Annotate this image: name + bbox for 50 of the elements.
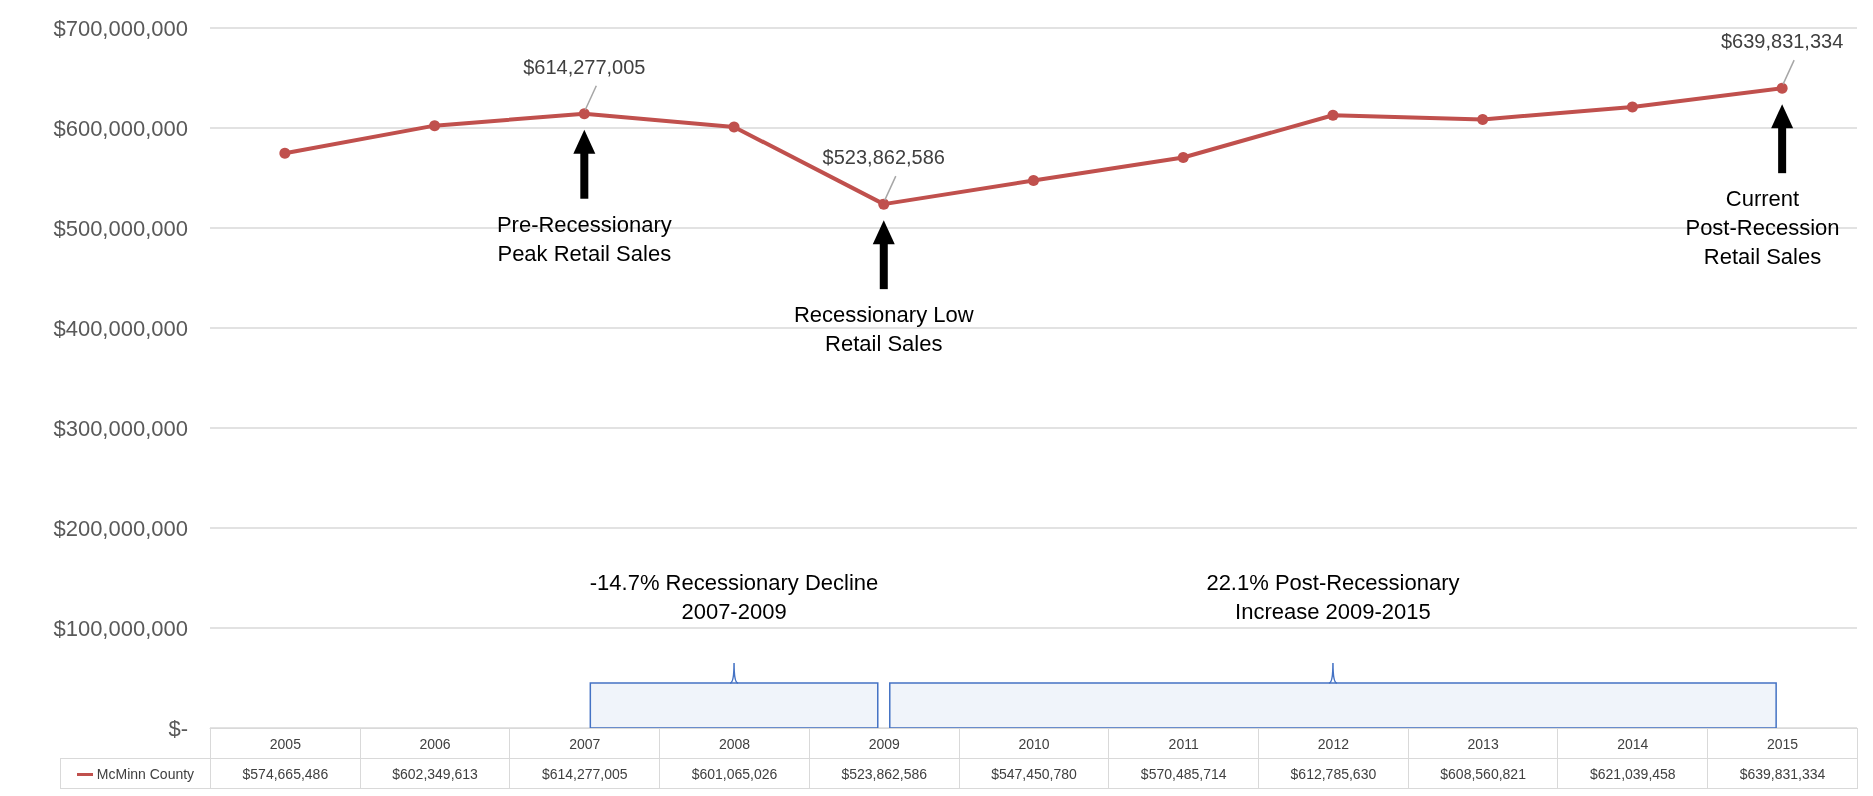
x-tick-label: 2005 [210,728,361,759]
band-label: -14.7% Recessionary Decline 2007-2009 [588,569,880,626]
y-tick-label: $600,000,000 [53,115,188,141]
y-tick-label: $300,000,000 [53,415,188,441]
x-tick-label: 2007 [509,728,660,759]
text: Recessionary Low Retail Sales [793,302,974,357]
data-label: $621,039,458 [1557,758,1708,789]
x-tick-label: 2011 [1108,728,1259,759]
y-tick-label: $400,000,000 [53,315,188,341]
point [1327,109,1339,121]
annotation: $614,277,005 [522,55,647,79]
y-tick-label: $100,000,000 [53,615,188,641]
data-label: $570,485,714 [1108,758,1259,789]
data-label: $601,065,026 [659,758,810,789]
point [1776,82,1788,94]
data-label: $602,349,613 [360,758,510,789]
point [578,108,590,120]
point [279,147,291,159]
band-label: 22.1% Post-Recessionary Increase 2009-2015 [1205,569,1461,626]
data-label: $612,785,630 [1258,758,1409,789]
data-label: $574,665,486 [210,758,361,789]
point [1028,175,1039,187]
point [1626,101,1638,113]
legend-label: McMinn County [60,758,211,789]
annotation: $639,831,334 [1719,30,1845,54]
x-tick-label: 2014 [1557,728,1708,759]
data-label: $608,560,821 [1408,758,1558,789]
point [1477,113,1489,125]
point [878,198,890,210]
annotation: Pre-Recessionary Peak Retail Sales [496,210,672,268]
y-tick-label: $- [168,715,188,741]
data-label: $547,450,780 [959,758,1109,789]
data-label: $614,277,005 [509,758,660,789]
point [429,120,441,132]
x-tick-label: 2006 [360,728,510,759]
x-tick-label: 2010 [959,728,1109,759]
annotation: Current Post-Recession Retail Sales [1685,185,1840,272]
x-tick-label: 2009 [809,728,960,759]
data-label: $639,831,334 [1707,758,1858,789]
y-tick-label: $700,000,000 [53,15,188,41]
x-tick-label: 2012 [1258,728,1409,759]
y-tick-label: $200,000,000 [53,515,188,541]
point [728,121,740,133]
x-tick-label: 2015 [1707,728,1858,759]
data-label: $523,862,586 [809,758,960,789]
x-tick-label: 2008 [659,728,810,759]
point [1177,152,1189,164]
x-tick-label: 2013 [1408,728,1558,759]
y-tick-label: $500,000,000 [53,215,188,241]
annotation: $523,862,586 [821,146,946,170]
